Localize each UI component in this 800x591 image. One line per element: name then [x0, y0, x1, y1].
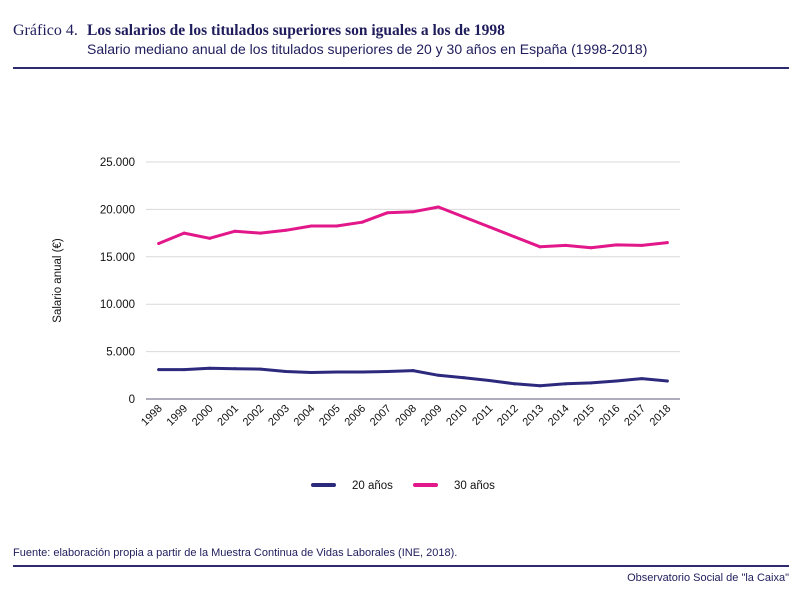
y-tick-label: 0	[129, 394, 135, 406]
data-point-30-aos	[665, 241, 669, 245]
data-point-20-aos	[538, 384, 542, 388]
data-point-30-aos	[258, 231, 262, 235]
x-tick-label: 2018	[648, 403, 674, 429]
data-point-30-aos	[487, 225, 491, 229]
data-point-30-aos	[589, 246, 593, 250]
y-tick-label: 5.000	[106, 347, 135, 359]
x-tick-label: 2015	[571, 403, 597, 429]
x-tick-label: 2014	[546, 403, 572, 429]
data-point-20-aos	[640, 377, 644, 381]
data-point-20-aos	[182, 368, 186, 372]
data-point-30-aos	[233, 229, 237, 233]
x-tick-label: 2010	[444, 403, 470, 429]
x-tick-label: 2011	[470, 403, 495, 428]
source-note: Fuente: elaboración propia a partir de l…	[13, 547, 458, 559]
data-point-30-aos	[640, 243, 644, 247]
data-point-20-aos	[487, 379, 491, 383]
data-point-20-aos	[386, 370, 390, 374]
data-point-30-aos	[538, 245, 542, 249]
data-point-30-aos	[208, 236, 212, 240]
x-tick-label: 2000	[190, 403, 216, 429]
data-point-30-aos	[436, 205, 440, 209]
data-point-30-aos	[411, 210, 415, 214]
data-point-20-aos	[665, 379, 669, 383]
data-point-30-aos	[386, 211, 390, 215]
footer-divider	[13, 565, 789, 567]
header-divider	[13, 67, 789, 69]
data-point-20-aos	[335, 370, 339, 374]
data-point-30-aos	[335, 224, 339, 228]
x-tick-label: 2002	[241, 403, 267, 429]
figure-label: Gráfico 4.	[13, 22, 78, 39]
x-tick-label: 2013	[520, 403, 546, 429]
data-point-20-aos	[284, 370, 288, 374]
data-point-20-aos	[462, 376, 466, 380]
x-tick-label: 2001	[215, 403, 241, 429]
x-tick-label: 2004	[292, 403, 318, 429]
data-point-20-aos	[233, 367, 237, 371]
x-tick-label: 2006	[342, 403, 368, 429]
y-tick-label: 25.000	[100, 157, 135, 169]
data-point-20-aos	[208, 366, 212, 370]
data-point-20-aos	[564, 382, 568, 386]
x-tick-label: 1998	[139, 403, 165, 429]
y-tick-label: 15.000	[100, 252, 135, 264]
data-point-20-aos	[411, 369, 415, 373]
data-point-20-aos	[157, 368, 161, 372]
y-tick-label: 10.000	[100, 299, 135, 311]
data-point-30-aos	[284, 228, 288, 232]
x-tick-label: 2017	[622, 403, 648, 429]
data-point-20-aos	[614, 379, 618, 383]
chart-title: Los salarios de los titulados superiores…	[87, 22, 505, 39]
data-point-30-aos	[309, 224, 313, 228]
data-point-20-aos	[513, 382, 517, 386]
data-point-30-aos	[157, 242, 161, 246]
x-tick-label: 2003	[266, 403, 292, 429]
x-tick-label: 2016	[597, 403, 623, 429]
x-tick-label: 2005	[317, 403, 343, 429]
chart-subtitle: Salario mediano anual de los titulados s…	[87, 41, 648, 57]
data-point-30-aos	[462, 215, 466, 219]
legend-label: 20 años	[352, 480, 393, 492]
legend-label: 30 años	[454, 480, 495, 492]
data-point-20-aos	[360, 370, 364, 374]
data-point-30-aos	[360, 220, 364, 224]
x-tick-label: 1999	[164, 403, 190, 429]
x-tick-label: 2012	[495, 403, 521, 429]
x-tick-label: 2008	[393, 403, 419, 429]
data-point-20-aos	[258, 367, 262, 371]
organization-credit: Observatorio Social de "la Caixa"	[627, 572, 789, 584]
x-tick-label: 2009	[419, 403, 445, 429]
line-chart: 0 5.000 10.000 15.000 20.000 25.000 Salario an…	[52, 157, 680, 492]
data-point-30-aos	[564, 243, 568, 247]
x-tick-label: 2007	[368, 403, 394, 429]
data-point-20-aos	[589, 381, 593, 385]
y-axis-label: Salario anual (€)	[52, 238, 64, 323]
y-tick-label: 20.000	[100, 204, 135, 216]
data-point-30-aos	[182, 231, 186, 235]
data-point-20-aos	[309, 370, 313, 374]
data-point-30-aos	[513, 235, 517, 239]
data-point-20-aos	[436, 373, 440, 377]
data-point-30-aos	[614, 243, 618, 247]
